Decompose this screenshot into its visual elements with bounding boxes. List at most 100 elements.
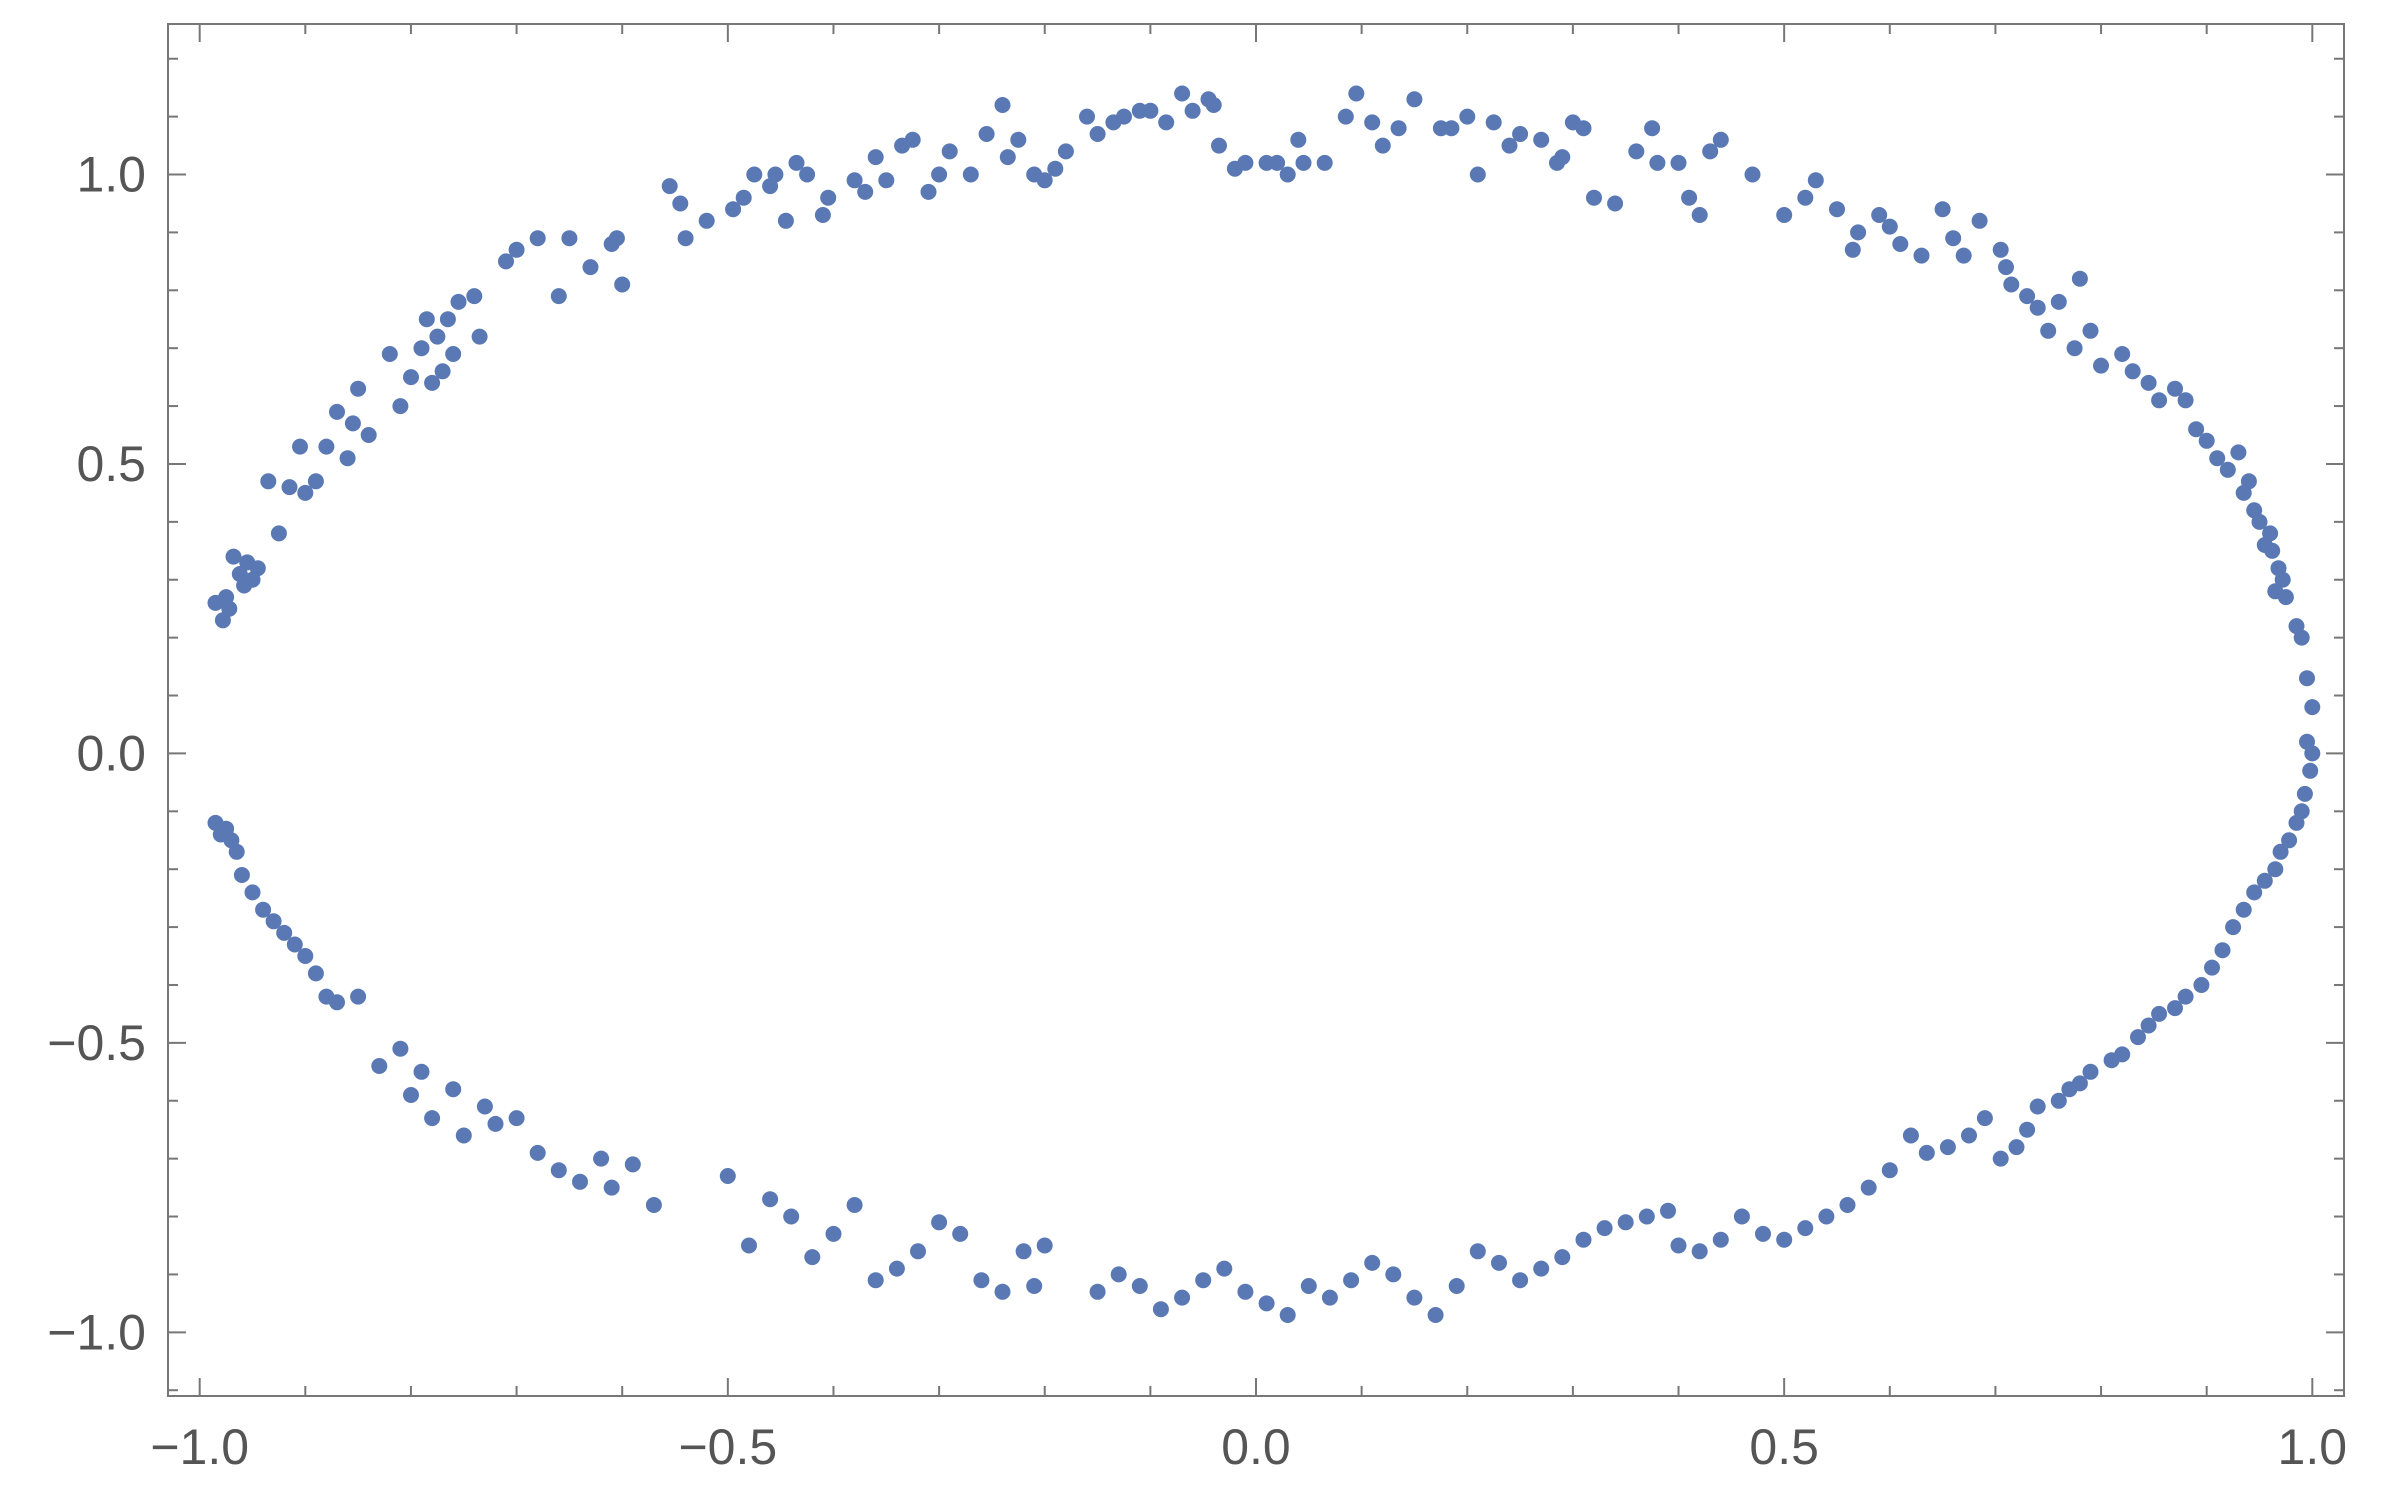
data-point <box>1174 1289 1191 1306</box>
data-point <box>1469 1243 1486 1260</box>
data-point <box>994 97 1011 113</box>
data-point <box>2299 670 2315 687</box>
data-point <box>1184 102 1201 119</box>
data-point <box>1712 1231 1729 1248</box>
data-point <box>994 1283 1011 1300</box>
data-point <box>799 166 816 183</box>
data-point <box>846 1197 863 1213</box>
data-point <box>857 183 874 200</box>
data-point <box>1533 131 1550 148</box>
data-point <box>1036 1237 1053 1254</box>
data-point <box>814 207 831 223</box>
data-point <box>307 965 324 982</box>
data-point <box>350 988 367 1005</box>
data-point <box>2071 270 2088 287</box>
data-point <box>1485 114 1502 131</box>
data-point <box>2167 380 2183 397</box>
data-point <box>1026 1278 1043 1294</box>
data-point <box>418 311 435 328</box>
data-point <box>1131 1278 1148 1294</box>
data-point <box>1797 1220 1814 1237</box>
data-point <box>1116 108 1132 125</box>
data-point <box>1918 1144 1935 1161</box>
data-point <box>2114 346 2131 362</box>
data-point <box>1110 1266 1127 1283</box>
data-point <box>1211 137 1227 154</box>
data-point <box>2167 1000 2183 1017</box>
data-point <box>904 131 921 148</box>
y-tick-label: 0.0 <box>76 725 146 781</box>
data-point <box>2288 814 2305 831</box>
data-point <box>825 1225 842 1242</box>
data-point <box>297 948 314 964</box>
data-point <box>2140 1017 2157 1034</box>
data-point <box>741 1237 757 1254</box>
data-point <box>1512 126 1529 142</box>
x-tick-label: −0.5 <box>678 1419 777 1475</box>
data-point <box>1998 259 2014 276</box>
data-point <box>1913 247 1930 264</box>
data-point <box>1205 97 1222 113</box>
data-point <box>1860 1179 1877 1196</box>
data-point <box>804 1249 821 1266</box>
data-point <box>434 363 451 380</box>
data-point <box>2003 276 2020 293</box>
data-point <box>2093 357 2109 374</box>
data-point <box>2029 299 2046 316</box>
data-point <box>1036 172 1053 189</box>
data-point <box>1364 1254 1381 1271</box>
data-point <box>255 901 272 918</box>
data-point <box>1829 201 1845 218</box>
data-point <box>1617 1214 1634 1231</box>
data-point <box>1459 108 1476 125</box>
data-point <box>978 126 995 142</box>
data-point <box>2262 525 2279 542</box>
data-point <box>1237 154 1254 171</box>
data-points <box>207 85 2321 1323</box>
data-point <box>1839 1197 1856 1213</box>
data-point <box>1670 154 1687 171</box>
data-point <box>888 1260 905 1277</box>
data-point <box>1681 189 1698 206</box>
y-tick-label: −0.5 <box>47 1015 146 1071</box>
data-point <box>2230 444 2247 461</box>
data-point <box>1448 1278 1465 1294</box>
data-point <box>455 1127 472 1144</box>
data-point <box>360 427 377 443</box>
data-point <box>1047 160 1064 177</box>
data-point <box>392 1040 409 1057</box>
data-point <box>471 328 488 345</box>
data-point <box>2256 872 2273 889</box>
data-point <box>777 212 794 229</box>
data-point <box>2267 861 2284 878</box>
data-point <box>941 143 958 160</box>
data-point <box>2277 589 2294 606</box>
data-point <box>1443 120 1460 137</box>
data-point <box>1776 207 1793 223</box>
data-point <box>1660 1202 1676 1219</box>
data-point <box>281 479 298 496</box>
data-point <box>1501 137 1518 154</box>
data-point <box>698 212 715 229</box>
data-point <box>1976 1110 1993 1127</box>
data-point <box>344 415 361 432</box>
data-point <box>1015 1243 1032 1260</box>
data-point <box>735 189 752 206</box>
data-point <box>286 936 303 953</box>
data-point <box>225 548 242 565</box>
data-point <box>2251 513 2268 530</box>
data-point <box>1195 1272 1212 1289</box>
data-point <box>1733 1208 1750 1225</box>
y-tick-label: −1.0 <box>47 1304 146 1360</box>
data-point <box>2082 1063 2099 1080</box>
data-point <box>1279 1307 1296 1323</box>
data-point <box>762 1191 779 1208</box>
data-point <box>424 1110 441 1127</box>
data-point <box>221 600 238 617</box>
data-point <box>276 924 293 941</box>
data-point <box>339 450 356 467</box>
data-point <box>1702 143 1719 160</box>
data-point <box>466 288 483 305</box>
data-point <box>265 913 282 930</box>
data-point <box>392 398 409 415</box>
